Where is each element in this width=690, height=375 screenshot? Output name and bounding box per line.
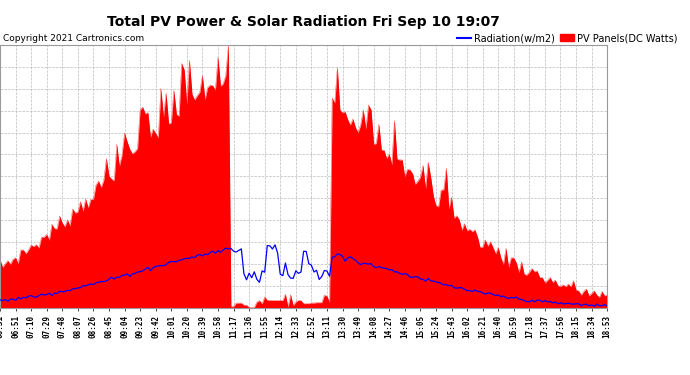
Text: Copyright 2021 Cartronics.com: Copyright 2021 Cartronics.com [3,34,145,43]
Text: Total PV Power & Solar Radiation Fri Sep 10 19:07: Total PV Power & Solar Radiation Fri Sep… [107,15,500,29]
Legend: Radiation(w/m2), PV Panels(DC Watts): Radiation(w/m2), PV Panels(DC Watts) [453,29,682,47]
